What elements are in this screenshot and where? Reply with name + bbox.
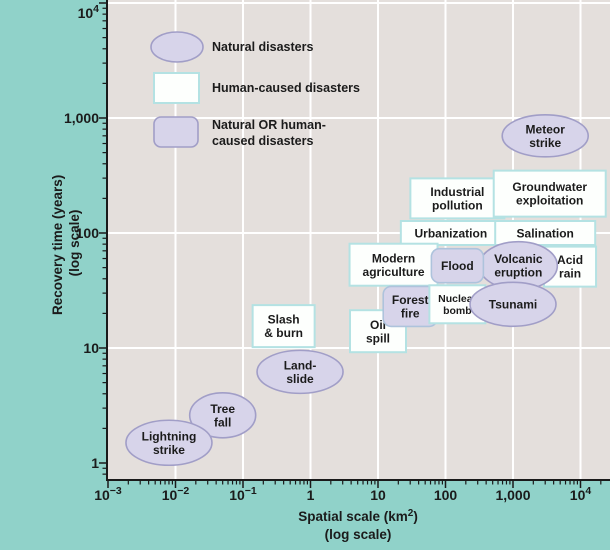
y-tick-1000: 1,000 xyxy=(64,110,99,126)
disaster-salination xyxy=(494,220,597,246)
disaster-oil-spill-label: Oil spill xyxy=(366,318,390,346)
x-axis-title: Spatial scale (km2) xyxy=(298,508,418,524)
legend-human-label: Human-caused disasters xyxy=(212,81,360,95)
disaster-urbanization-label: Urbanization xyxy=(415,226,488,240)
legend-natural-ellipse-icon xyxy=(150,31,204,63)
x-tick-100: 100 xyxy=(434,487,458,503)
disaster-acid-rain-label: Acid rain xyxy=(557,253,583,281)
disaster-modern-agriculture-label: Modern agriculture xyxy=(363,251,425,279)
x-tick-1000: 1,000 xyxy=(495,487,530,503)
disaster-flood-label: Flood xyxy=(441,259,474,273)
y-tick-100: 100 xyxy=(76,225,100,241)
disaster-tree-fall-label: Tree fall xyxy=(210,402,235,430)
y-tick-10: 10 xyxy=(83,340,99,356)
x-axis-tick-labels: 10−3 10−2 10−1 1 10 100 1,000 104 xyxy=(94,485,591,503)
disaster-urbanization xyxy=(399,220,502,246)
x-tick-10: 10 xyxy=(370,487,386,503)
y-axis-title: Recovery time (years) (log scale) xyxy=(50,171,82,315)
disaster-lightning-strike xyxy=(125,419,213,467)
disaster-slash-and-burn-label: Slash & burn xyxy=(264,313,303,341)
disaster-meteor-strike-label: Meteor strike xyxy=(526,122,566,150)
disaster-meteor-strike xyxy=(501,114,590,158)
y-axis-tick-labels: 104 1,000 100 10 1 xyxy=(64,3,99,471)
legend-natural-label: Natural disasters xyxy=(212,40,313,54)
x-tick-10e-3: 10−3 xyxy=(94,485,122,503)
x-tick-10e-1: 10−1 xyxy=(229,485,257,503)
disaster-industrial-pollution-label: Industrial pollution xyxy=(430,185,484,213)
disaster-lightning-strike-label: Lightning strike xyxy=(142,429,197,457)
legend-human-rect-icon xyxy=(153,72,200,104)
disaster-tsunami-label: Tsunami xyxy=(489,298,537,312)
disaster-tsunami xyxy=(469,281,557,328)
disaster-volcanic-eruption-label: Volcanic eruption xyxy=(494,252,543,280)
x-tick-1: 1 xyxy=(307,487,315,503)
y-tick-1: 1 xyxy=(91,455,99,471)
disaster-slash-and-burn xyxy=(251,304,316,349)
disaster-salination-label: Salination xyxy=(517,226,574,240)
disaster-landslide xyxy=(256,349,344,395)
legend: Natural disasters Human-caused disasters… xyxy=(150,31,360,148)
axis-ticks xyxy=(99,2,602,488)
y-tick-10e4: 104 xyxy=(78,3,100,21)
x-tick-10e4: 104 xyxy=(570,485,592,503)
x-axis-title-line2: (log scale) xyxy=(325,527,392,542)
x-tick-10e-2: 10−2 xyxy=(162,485,190,503)
disaster-groundwater-exploitation xyxy=(492,169,607,218)
disaster-groundwater-exploitation-label: Groundwater exploitation xyxy=(512,180,587,208)
disaster-industrial-pollution xyxy=(409,177,506,220)
disaster-tree-fall xyxy=(188,391,257,439)
disaster-flood xyxy=(430,247,485,284)
disaster-landslide-label: Land-slide xyxy=(284,358,317,386)
legend-both-roundrect-icon xyxy=(153,116,199,148)
legend-both-label-line1: Natural OR human- xyxy=(212,118,326,132)
disaster-forest-fire-label: Forest fire xyxy=(392,293,429,321)
legend-both-label-line2: caused disasters xyxy=(212,134,313,148)
disaster-points: Urbanization Salination Industrial pollutio… xyxy=(125,114,607,467)
disaster-nuclear-bomb-label: Nuclear bomb xyxy=(438,293,477,317)
